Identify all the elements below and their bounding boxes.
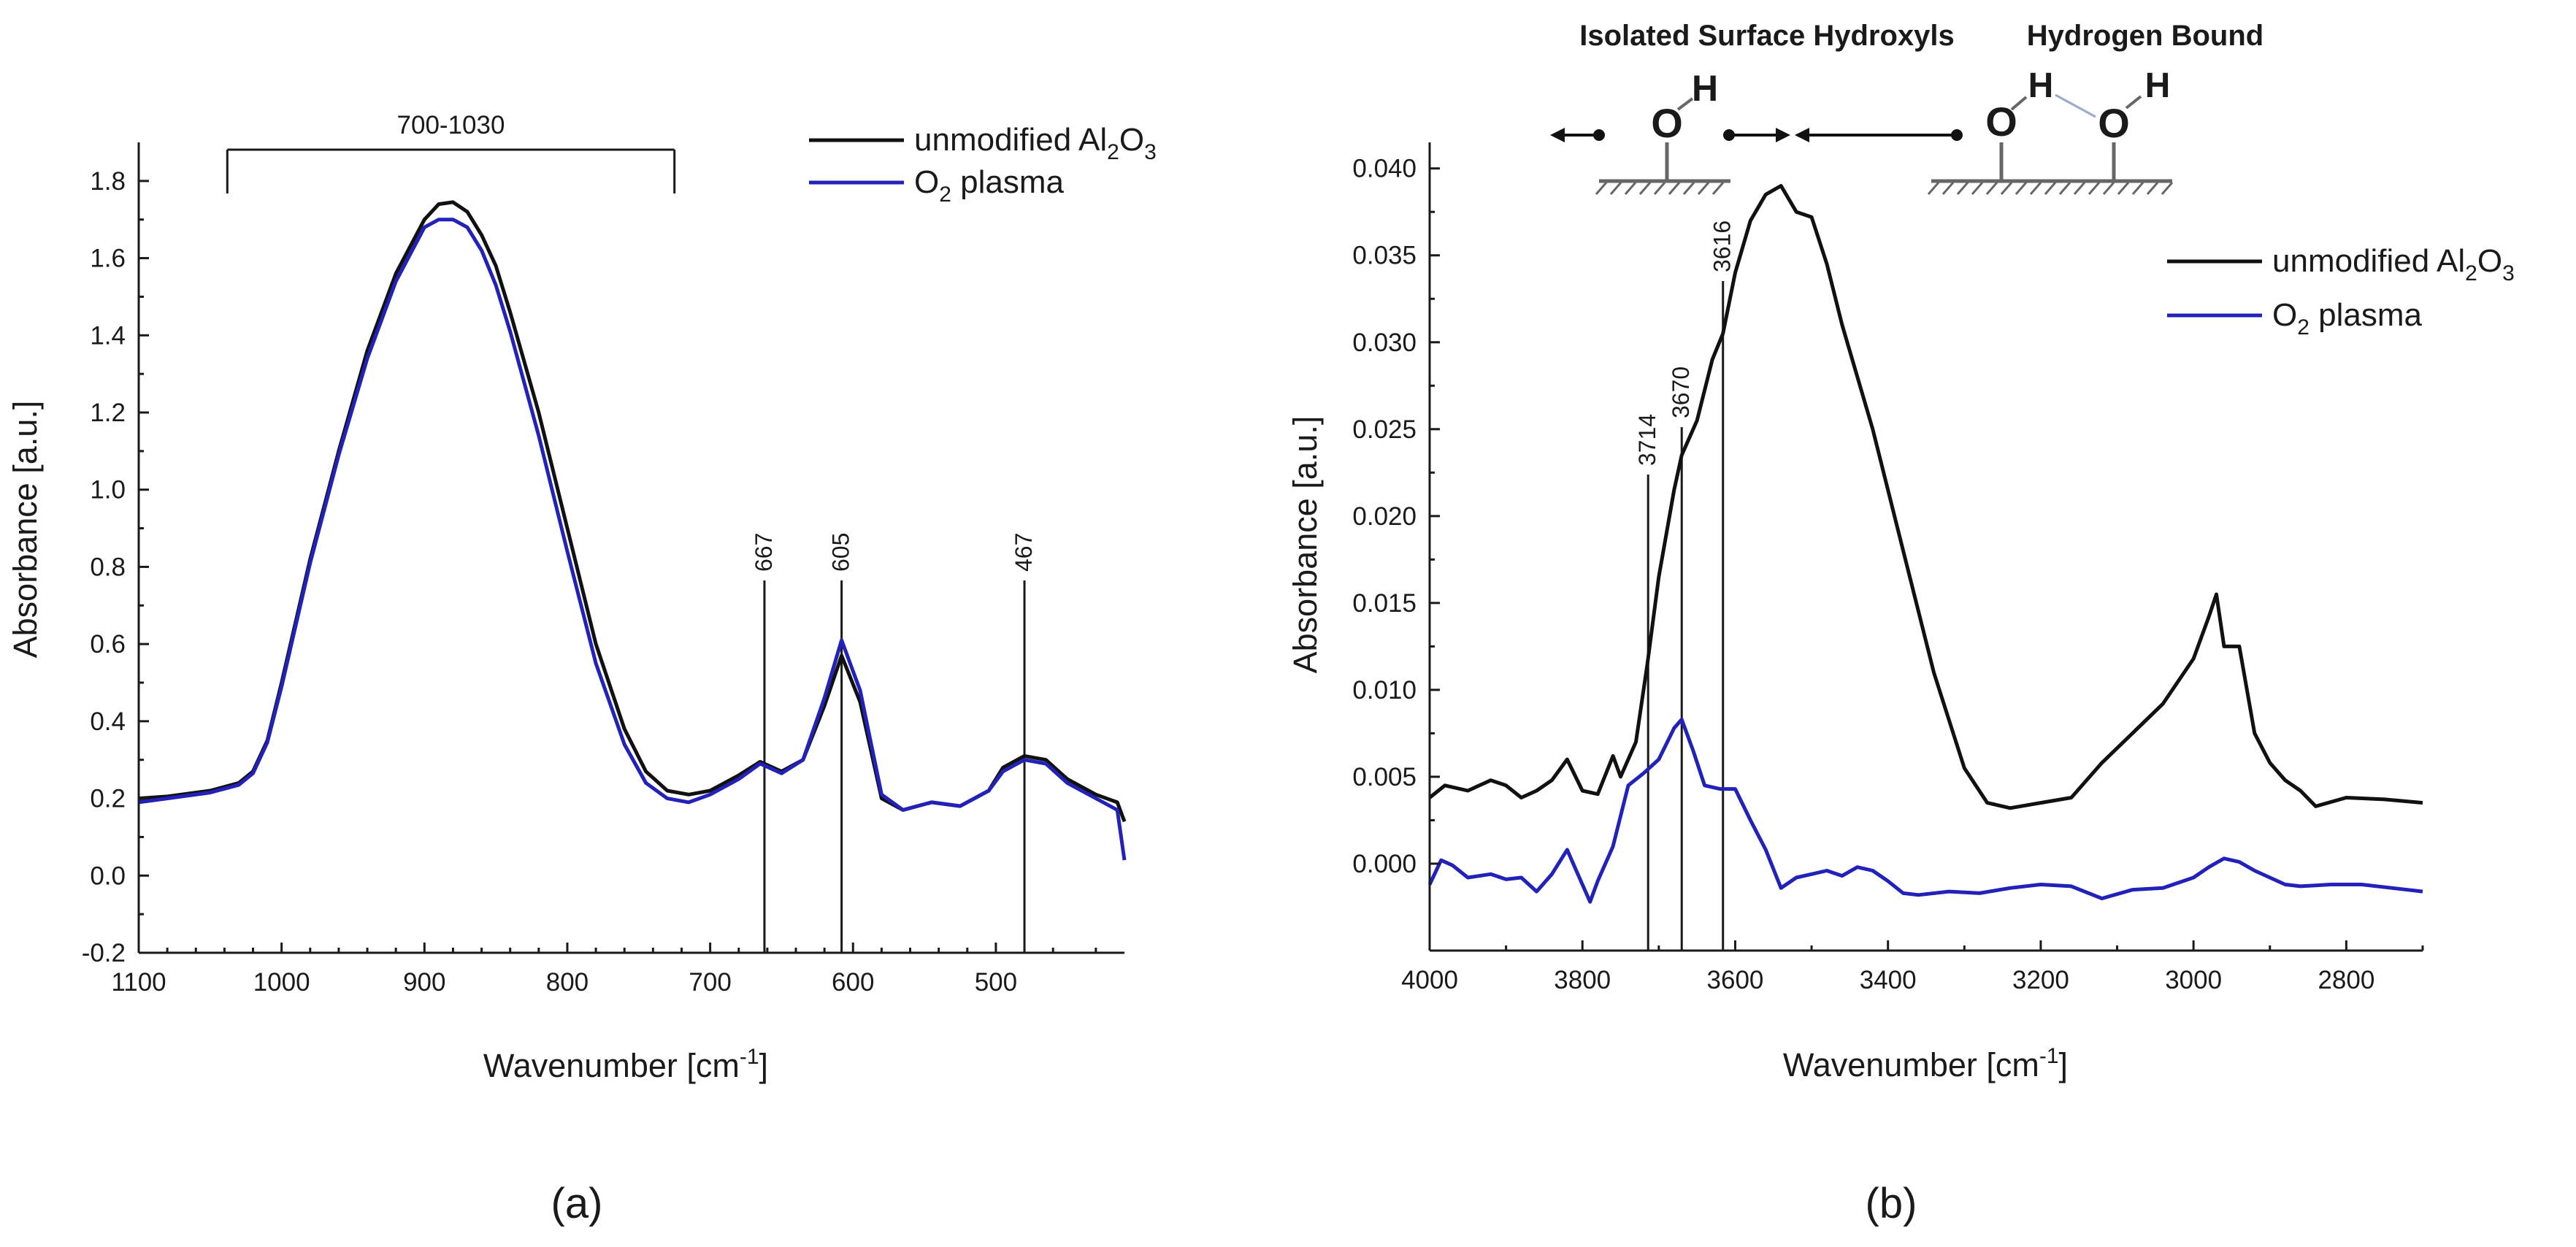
isolated-hydroxyl-icon: O H (1595, 68, 1730, 195)
series-lines (138, 200, 1127, 861)
x-tick-label: 1100 (111, 968, 166, 997)
axes: 4000 3800 3600 3400 3200 3000 2800 0.000 0.005 0.… (1352, 142, 2424, 994)
legend: unmodified Al2O3 O2 plasma (2167, 243, 2515, 339)
hydroxyl-diagram: Isolated Surface Hydroxyls Hydrogen Boun… (1550, 20, 2263, 195)
peak-label-3616: 3616 (1709, 220, 1736, 272)
peak-markers: 667 605 467 (751, 533, 1037, 953)
x-tick-label: 3800 (1554, 966, 1611, 994)
panel-a-chart: 700-1030 667 605 467 1100 1000 900 800 700 600 5… (7, 111, 1157, 1227)
y-tick-label: 0.8 (90, 553, 126, 581)
x-tick-label: 4000 (1401, 966, 1458, 994)
y-tick-label: 0.030 (1352, 329, 1417, 357)
x-tick-label: 700 (689, 968, 731, 997)
legend-label: O2 plasma (914, 164, 1065, 207)
x-axis-label: Wavenumber [cm-1] (1783, 1044, 2068, 1083)
y-tick-label: 1.0 (90, 476, 126, 504)
y-tick-label: 1.4 (90, 321, 126, 350)
y-tick-label: 0.0 (90, 862, 126, 890)
x-tick-label: 3200 (2012, 966, 2069, 994)
y-tick-label: 0.6 (90, 630, 126, 659)
series-line-unmodified (138, 200, 1127, 823)
hydrogen-bound-icon: O H O H (1927, 66, 2174, 195)
peak-label-605: 605 (828, 533, 854, 572)
x-axis-label: Wavenumber [cm-1] (483, 1045, 768, 1084)
series-line-o2-plasma (1427, 717, 2423, 904)
panel-b-caption: (b) (1866, 1180, 1917, 1227)
y-tick-label: 1.6 (90, 245, 126, 273)
series-line-unmodified (1428, 184, 2423, 810)
bracket-label: 700-1030 (397, 111, 505, 139)
y-tick-label: 1.2 (90, 399, 126, 427)
svg-text:H: H (2028, 66, 2054, 105)
peak-label-667: 667 (751, 533, 777, 572)
x-tick-label: 500 (975, 968, 1017, 997)
legend-label: unmodified Al2O3 (914, 122, 1157, 164)
y-tick-label: 0.2 (90, 785, 126, 813)
y-tick-label: 0.025 (1352, 415, 1417, 444)
hydrogen-bound-label: Hydrogen Bound (2027, 20, 2263, 52)
y-tick-label: 0.005 (1352, 763, 1417, 791)
legend-entry-o2-plasma: O2 plasma (809, 164, 1065, 207)
series-line-o2-plasma (138, 218, 1127, 861)
x-tick-label: 800 (546, 968, 589, 997)
svg-text:O: O (1985, 99, 2017, 145)
peak-label-3714: 3714 (1634, 414, 1660, 466)
y-axis-label: Absorbance [a.u.] (1287, 416, 1324, 674)
legend-entry-unmodified: unmodified Al2O3 (2167, 243, 2515, 285)
y-axis-label: Absorbance [a.u.] (7, 401, 44, 659)
svg-text:O: O (1651, 100, 1683, 146)
y-tick-label: 0.000 (1352, 850, 1417, 878)
x-tick-label: 3000 (2165, 966, 2222, 994)
x-tick-label: 1000 (253, 968, 310, 997)
x-tick-label: 2800 (2318, 966, 2374, 994)
x-tick-label: 3600 (1707, 966, 1764, 994)
svg-text:O: O (2098, 100, 2130, 146)
y-tick-label: 0.4 (90, 707, 126, 736)
y-tick-label: 0.010 (1352, 676, 1417, 705)
panel-b-chart: Isolated Surface Hydroxyls Hydrogen Boun… (1287, 20, 2515, 1227)
svg-text:H: H (2145, 66, 2171, 105)
legend-entry-o2-plasma: O2 plasma (2167, 297, 2423, 339)
panel-a-caption: (a) (551, 1180, 603, 1227)
isolated-hydroxyls-label: Isolated Surface Hydroxyls (1579, 20, 1955, 52)
y-tick-label: 0.020 (1352, 502, 1417, 531)
peak-label-467: 467 (1011, 533, 1037, 572)
bracket-700-1030: 700-1030 (226, 111, 676, 193)
axes: 1100 1000 900 800 700 600 500 -0.2 0.0 0.2 0.4 0.6 0… (82, 142, 1124, 997)
series-lines (1427, 184, 2423, 904)
y-tick-label: -0.2 (82, 939, 126, 967)
left-arrow-icon (1550, 128, 1605, 142)
x-tick-label: 600 (832, 968, 874, 997)
x-tick-label: 3400 (1860, 966, 1917, 994)
peak-label-3670: 3670 (1668, 367, 1694, 418)
svg-text:H: H (1692, 68, 1718, 109)
legend-label: O2 plasma (2272, 297, 2423, 339)
y-tick-label: 0.015 (1352, 589, 1417, 618)
peak-markers: 3714 3670 3616 (1634, 220, 1736, 951)
legend-label: unmodified Al2O3 (2272, 243, 2515, 285)
legend: unmodified Al2O3 O2 plasma (809, 122, 1157, 207)
y-tick-label: 0.035 (1352, 242, 1417, 270)
x-tick-label: 900 (403, 968, 445, 997)
y-tick-label: 1.8 (90, 167, 126, 196)
y-tick-label: 0.040 (1352, 155, 1417, 183)
double-arrow-icon (1723, 128, 1963, 142)
legend-entry-unmodified: unmodified Al2O3 (809, 122, 1157, 164)
